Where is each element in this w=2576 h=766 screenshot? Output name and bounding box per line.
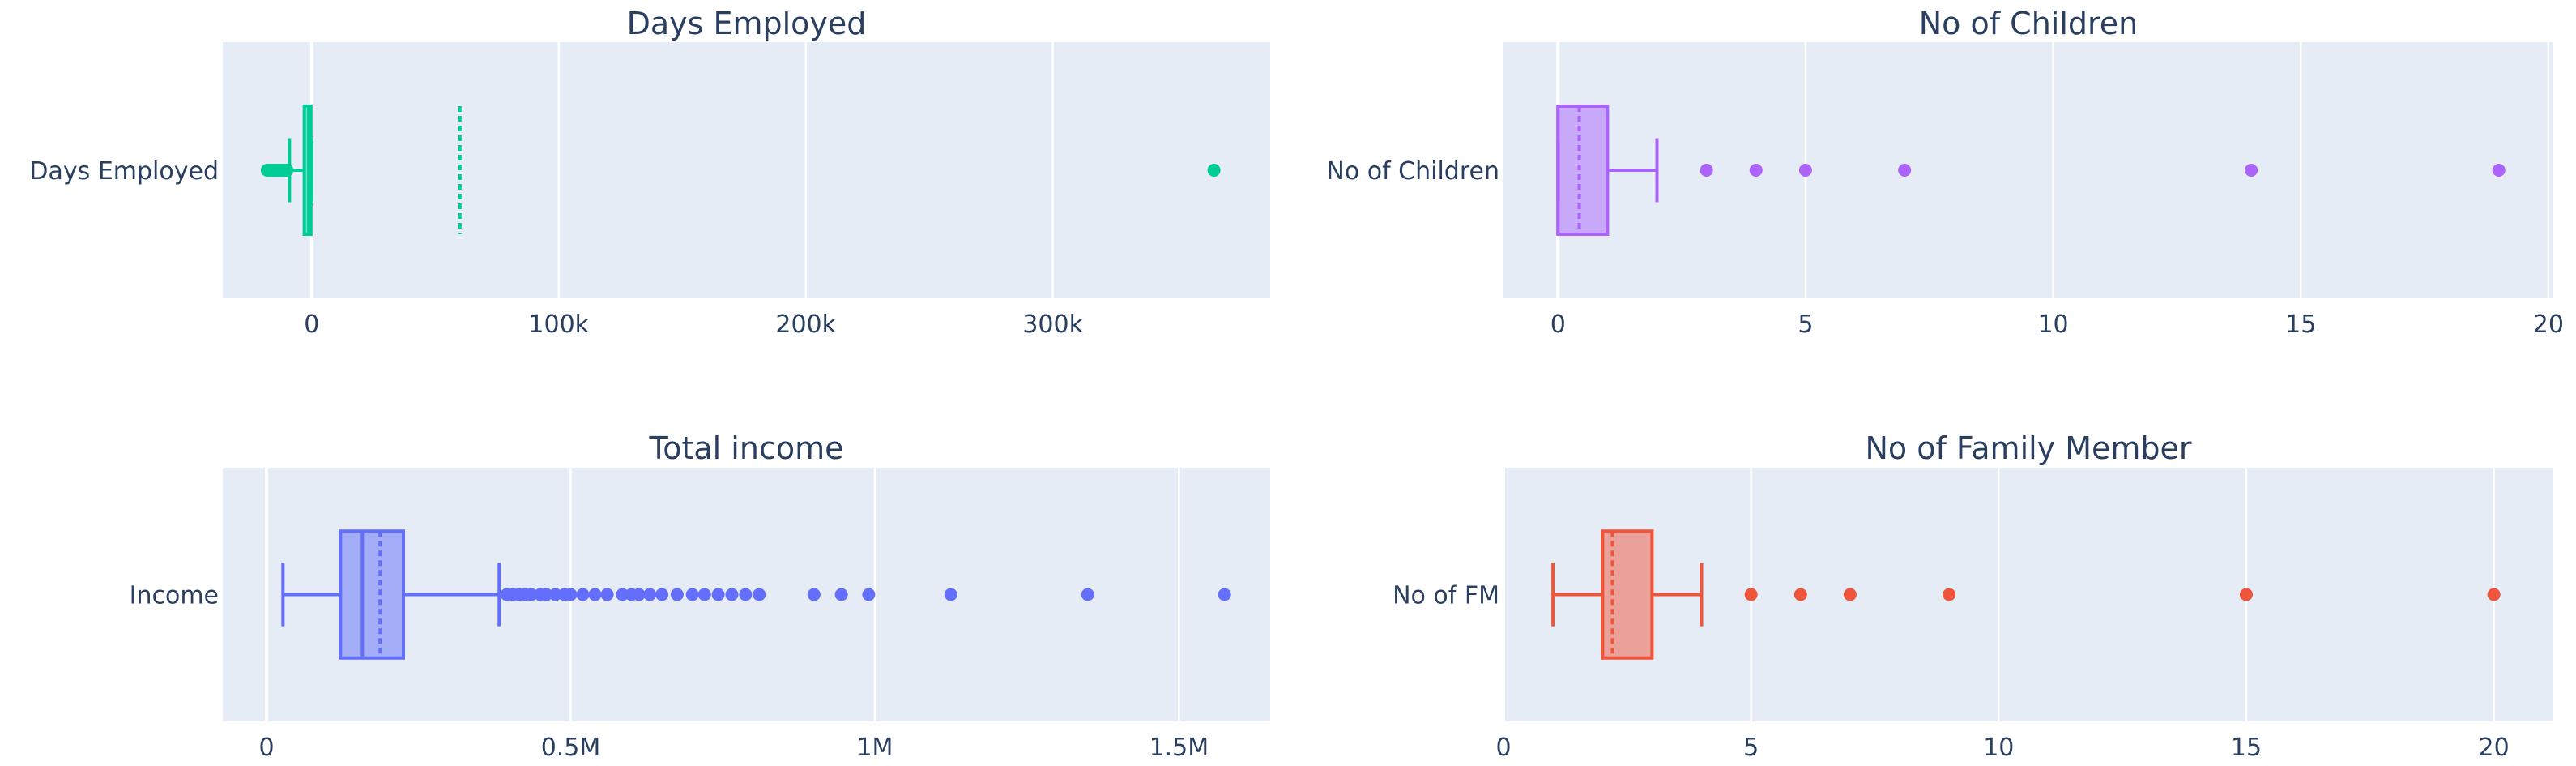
plot-background	[223, 42, 1270, 298]
boxplot-panel: 0 5 10 15 20 No of Family Member No of FM	[1392, 430, 2553, 762]
outlier-point	[548, 588, 562, 601]
outlier-point	[1700, 164, 1713, 177]
x-tick-label: 0	[1495, 734, 1511, 762]
x-tick-label: 1.5M	[1149, 734, 1209, 762]
outlier-point	[588, 588, 602, 601]
outlier-point	[1793, 588, 1807, 601]
outlier-point	[616, 588, 629, 601]
x-tick-label: 100k	[528, 310, 589, 339]
outlier-point	[685, 588, 699, 601]
outlier-point	[697, 588, 711, 601]
outlier-point	[1943, 588, 1956, 601]
chart-title: No of Family Member	[1865, 430, 2191, 466]
boxplot-panel: 0 5 10 15 20 No of Children No of Children	[1326, 6, 2564, 339]
outlier-point	[834, 588, 848, 601]
x-tick-label: 15	[2231, 734, 2262, 762]
x-tick-label: 10	[1983, 734, 2014, 762]
chart-title: Total income	[648, 430, 843, 466]
x-tick-label: 300k	[1022, 310, 1083, 339]
outlier-point	[711, 588, 725, 601]
x-tick-label: 0	[1550, 310, 1566, 339]
boxplot-panel: 0 100k 200k 300k Days Employed Days Employed	[29, 6, 1270, 339]
box-iqr	[1601, 529, 1654, 660]
outlier-point	[2492, 164, 2506, 177]
x-tick-label: 200k	[775, 310, 836, 339]
outlier-point	[600, 588, 614, 601]
boxplot-panel: 0 0.5M 1M 1.5M Total income Income	[130, 430, 1270, 762]
x-tick-label: 10	[2037, 310, 2068, 339]
y-category-label: Income	[130, 582, 219, 610]
outlier-point	[655, 588, 669, 601]
outlier-point	[1218, 588, 1231, 601]
x-tick-label: 0.5M	[541, 734, 601, 762]
y-category-label: No of Children	[1326, 157, 1499, 186]
x-tick-label: 15	[2285, 310, 2316, 339]
x-tick-label: 1M	[856, 734, 893, 762]
outlier-point	[725, 588, 739, 601]
outlier-point	[1843, 588, 1857, 601]
outlier-point	[632, 588, 646, 601]
outlier-point	[524, 588, 538, 601]
outlier-point	[2239, 588, 2253, 601]
outlier-point	[739, 588, 753, 601]
outlier-point	[670, 588, 684, 601]
outlier-point	[2245, 164, 2258, 177]
outlier-point	[1749, 164, 1763, 177]
x-tick-label: 20	[2533, 310, 2564, 339]
y-category-label: No of FM	[1392, 582, 1499, 610]
outlier-point	[1798, 164, 1812, 177]
x-tick-label: 5	[1743, 734, 1759, 762]
outlier-point	[540, 588, 553, 601]
chart-title: No of Children	[1919, 6, 2139, 41]
box-iqr	[1556, 105, 1610, 236]
outlier-point	[862, 588, 876, 601]
x-tick-label: 20	[2479, 734, 2510, 762]
y-category-label: Days Employed	[29, 157, 219, 186]
outlier-point	[2487, 588, 2501, 601]
x-tick-label: 0	[259, 734, 275, 762]
plot-background	[1503, 42, 2553, 298]
outlier-point	[1744, 588, 1758, 601]
x-tick-label: 0	[304, 310, 319, 339]
x-tick-label: 5	[1798, 310, 1813, 339]
chart-title: Days Employed	[627, 6, 867, 41]
outlier-point	[807, 588, 821, 601]
outlier-point	[1898, 164, 1912, 177]
outlier-point	[564, 588, 578, 601]
outlier-point	[944, 588, 957, 601]
outlier-point	[643, 588, 657, 601]
outlier-point	[1081, 588, 1094, 601]
outlier-point	[753, 588, 766, 601]
outlier-point	[280, 164, 294, 177]
box-iqr	[339, 529, 406, 660]
outlier-point	[576, 588, 590, 601]
outlier-point	[1207, 164, 1221, 177]
